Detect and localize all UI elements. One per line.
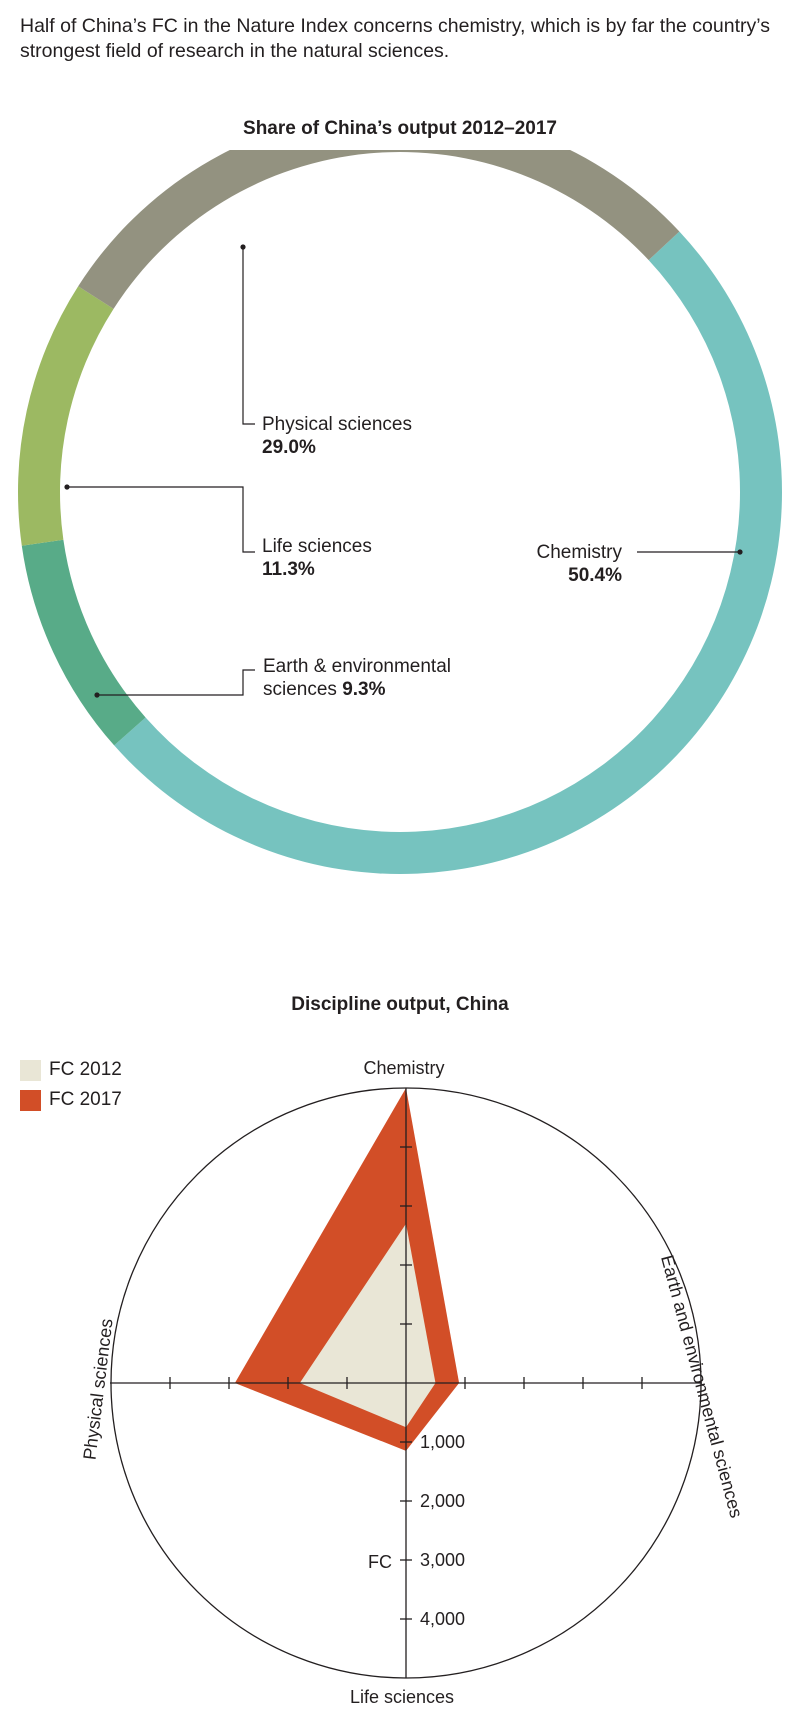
radar-tick-label: 3,000	[420, 1550, 465, 1570]
leader-dot-chemistry	[737, 549, 743, 555]
legend-label-fc2017: FC 2017	[49, 1089, 122, 1110]
intro-text: Half of China’s FC in the Nature Index c…	[20, 15, 770, 62]
radar-chart-title: Discipline output, China	[291, 994, 509, 1015]
radar-tick-label: 1,000	[420, 1432, 465, 1452]
axis-label-earth: Earth and environmental sciences	[657, 1253, 746, 1520]
label-physical-name: Physical sciences	[262, 414, 412, 435]
label-life-value: 11.3%	[262, 559, 315, 580]
legend-item-fc2017: FC 2017	[20, 1085, 122, 1115]
axis-label-life: Life sciences	[350, 1687, 454, 1707]
legend-label-fc2012: FC 2012	[49, 1059, 122, 1080]
radar-tick-label: 2,000	[420, 1491, 465, 1511]
label-life-name: Life sciences	[262, 536, 372, 557]
radar-area-fc2012	[299, 1223, 436, 1428]
radar-chart: 1,000 2,000 3,000 4,000 Chemistry Earth and…	[79, 1058, 746, 1707]
leader-dot-physical	[240, 244, 246, 250]
donut-slice-chemistry	[114, 231, 782, 874]
donut-chart-title: Share of China’s output 2012–2017	[243, 118, 557, 139]
label-chemistry-name: Chemistry	[536, 542, 622, 563]
donut-slice-earth	[21, 539, 146, 746]
leader-line-life	[67, 486, 255, 553]
axis-label-chemistry: Chemistry	[363, 1058, 444, 1078]
radar-legend: FC 2012 FC 2017	[20, 1055, 122, 1115]
leader-dot-earth	[94, 692, 100, 698]
label-earth-value: 9.3%	[342, 679, 385, 700]
label-earth-name-line2: sciences 9.3%	[263, 679, 386, 700]
label-physical-value: 29.0%	[262, 437, 316, 458]
label-chemistry-value: 50.4%	[568, 565, 622, 586]
legend-item-fc2012: FC 2012	[20, 1055, 122, 1085]
axis-unit-label: FC	[368, 1552, 392, 1572]
donut-slice-life	[17, 286, 114, 546]
legend-swatch-fc2012	[20, 1059, 41, 1081]
label-earth-name-line1: Earth & environmental	[263, 656, 451, 677]
donut-slice-physical	[78, 150, 680, 309]
radar-tick-label: 4,000	[420, 1609, 465, 1629]
legend-swatch-fc2017	[20, 1089, 41, 1111]
leader-line-physical	[242, 247, 255, 425]
donut-chart: Physical sciences 29.0% Life sciences 11…	[17, 150, 782, 874]
leader-dot-life	[64, 484, 70, 490]
leader-line-earth	[97, 669, 255, 696]
